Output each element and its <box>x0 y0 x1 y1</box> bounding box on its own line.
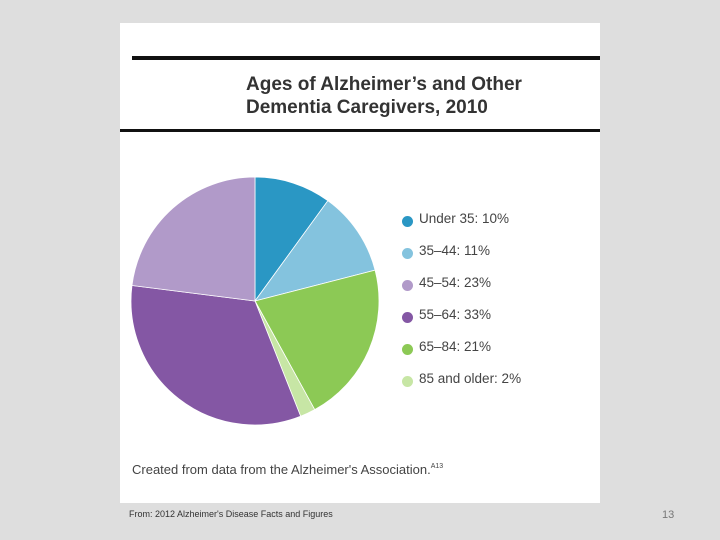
legend-swatch-55-64 <box>402 312 413 323</box>
legend-label-85-and-older: 85 and older: 2% <box>419 371 522 386</box>
legend-label-55-64: 55–64: 33% <box>419 307 492 322</box>
pie-slice-under-35 <box>254 176 329 303</box>
pie-chart <box>130 176 380 426</box>
legend-swatch-35-44 <box>402 248 413 259</box>
legend-item-65-84: 65–84: 21% <box>401 339 591 371</box>
legend-label-45-54: 45–54: 23% <box>419 275 492 290</box>
chart-legend: Under 35: 10% 35–44: 11% 45–54: 23% 55–6… <box>401 211 591 403</box>
title-top-rule <box>132 56 600 60</box>
pie-slice-35-44 <box>254 200 376 302</box>
title-bottom-rule <box>120 129 600 132</box>
page-number: 13 <box>662 509 675 521</box>
legend-item-45-54: 45–54: 23% <box>401 275 591 307</box>
slide-footer: From: 2012 Alzheimer's Disease Facts and… <box>129 509 333 519</box>
legend-label-35-44: 35–44: 11% <box>419 243 491 258</box>
legend-label-65-84: 65–84: 21% <box>419 339 492 354</box>
legend-swatch-65-84 <box>402 344 413 355</box>
chart-title: Ages of Alzheimer’s and Other Dementia C… <box>246 74 522 118</box>
pie-slice-45-54 <box>131 176 256 302</box>
legend-swatch-45-54 <box>402 280 413 291</box>
pie-slice-65-84 <box>254 269 380 411</box>
source-note-reference: A13 <box>430 463 444 470</box>
legend-item-55-64: 55–64: 33% <box>401 307 591 339</box>
legend-label-under-35: Under 35: 10% <box>419 211 510 226</box>
pie-slice-55-64 <box>130 285 302 426</box>
legend-swatch-85-and-older <box>402 376 413 387</box>
source-note: Created from data from the Alzheimer's A… <box>132 462 443 477</box>
legend-item-35-44: 35–44: 11% <box>401 243 591 275</box>
legend-item-under-35: Under 35: 10% <box>401 211 591 243</box>
legend-item-85-and-older: 85 and older: 2% <box>401 371 591 403</box>
chart-image: Ages of Alzheimer’s and Other Dementia C… <box>120 23 600 503</box>
legend-swatch-under-35 <box>402 216 413 227</box>
source-note-text: Created from data from the Alzheimer's A… <box>132 462 431 477</box>
